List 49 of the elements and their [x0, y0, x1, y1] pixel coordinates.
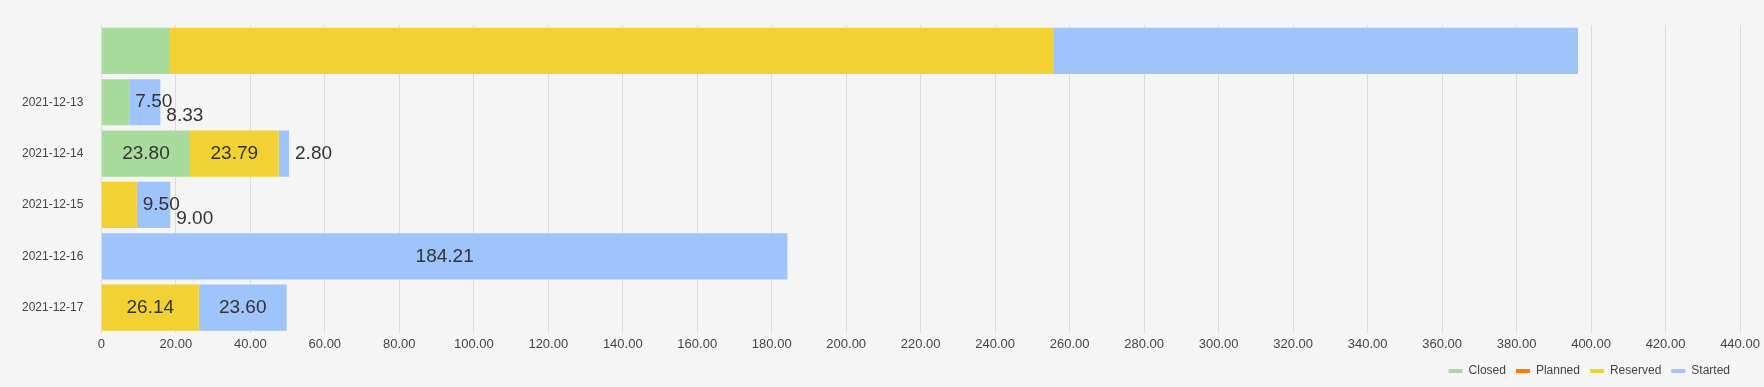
bar [101, 233, 788, 280]
y-tick-label: 2021-12-15 [21, 197, 84, 212]
data-label: 23.60 [218, 295, 267, 317]
data-label: 26.14 [126, 295, 175, 317]
bar [101, 27, 170, 74]
x-tick-label: 80.00 [383, 335, 416, 351]
y-tick-label: 2021-12-13 [21, 94, 84, 109]
legend-label: Reserved [1609, 363, 1662, 378]
x-tick-label: 320.00 [1273, 335, 1313, 351]
bar [198, 284, 287, 331]
x-tick-label: 0 [97, 335, 105, 351]
bar [169, 27, 1055, 74]
x-tick-label: 420.00 [1645, 335, 1686, 351]
x-tick-label: 200.00 [826, 335, 867, 351]
bar [101, 130, 191, 177]
x-tick-label: 380.00 [1496, 335, 1537, 351]
x-tick-label: 180.00 [751, 335, 792, 351]
legend-label: Planned [1535, 363, 1580, 378]
bar [101, 284, 199, 331]
x-tick-label: 220.00 [900, 335, 941, 351]
y-tick-label: 2021-12-17 [21, 300, 84, 315]
x-tick-label: 280.00 [1124, 335, 1165, 351]
bar [101, 181, 137, 229]
x-tick-label: 40.00 [234, 335, 267, 351]
x-tick-label: 100.00 [453, 335, 494, 351]
x-tick-label: 440.00 [1720, 335, 1760, 351]
bar [278, 130, 290, 177]
x-tick-label: 60.00 [308, 335, 342, 351]
y-tick-label: 2021-12-16 [21, 248, 84, 263]
bar [1054, 27, 1578, 74]
x-tick-label: 300.00 [1198, 335, 1239, 351]
x-tick-label: 340.00 [1347, 335, 1388, 351]
x-tick-label: 260.00 [1049, 335, 1090, 351]
x-tick-label: 360.00 [1422, 335, 1462, 351]
x-tick-label: 120.00 [528, 335, 569, 351]
y-tick-label: 2021-12-14 [21, 145, 84, 160]
bar [190, 130, 279, 177]
data-label: 23.80 [122, 141, 170, 163]
x-tick-label: 20.00 [159, 335, 193, 351]
legend-label: Started [1691, 363, 1731, 378]
x-tick-label: 140.00 [602, 335, 643, 351]
x-tick-label: 400.00 [1571, 335, 1611, 351]
bar [101, 79, 130, 126]
data-label: 23.79 [210, 141, 259, 163]
x-tick-label: 160.00 [677, 335, 718, 351]
data-label: 2.80 [295, 141, 333, 163]
data-label: 184.21 [415, 244, 474, 266]
x-tick-label: 240.00 [975, 335, 1016, 351]
legend-label: Closed [1468, 363, 1506, 378]
